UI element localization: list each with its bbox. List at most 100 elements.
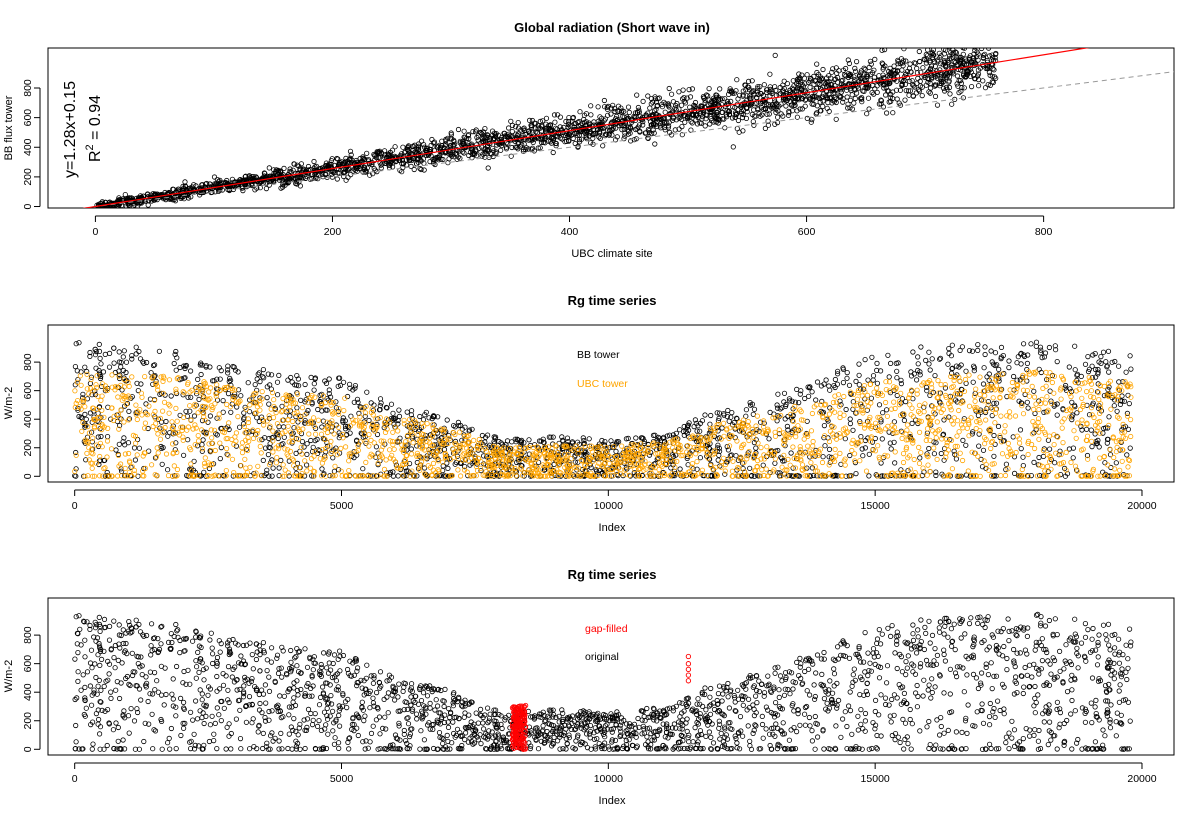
scatter-point xyxy=(337,161,343,167)
scatter-point xyxy=(673,117,680,123)
ubc-tower-point xyxy=(155,450,161,456)
scatter-point xyxy=(912,60,919,66)
scatter-point xyxy=(735,96,741,102)
scatter-point xyxy=(772,52,778,59)
bb-tower-point xyxy=(265,451,271,458)
ubc-tower-point xyxy=(855,390,861,396)
bb-tower-point xyxy=(1126,400,1132,407)
scatter-point xyxy=(692,99,699,106)
scatter-point xyxy=(919,84,925,90)
bb-tower-point xyxy=(390,410,396,416)
scatter-point xyxy=(614,134,620,140)
ubc-tower-point xyxy=(1044,463,1051,469)
ubc-tower-point xyxy=(235,413,241,420)
bb-tower-point xyxy=(785,427,791,433)
bb-tower-point xyxy=(232,367,239,373)
bb-tower-point xyxy=(152,362,158,368)
bb-tower-point xyxy=(677,466,683,472)
scatter-point xyxy=(493,149,499,155)
bb-tower-point xyxy=(1033,343,1039,349)
bb-tower-point xyxy=(755,473,761,479)
bb-tower-point xyxy=(613,448,619,454)
scatter-point xyxy=(621,126,627,132)
bb-tower-point xyxy=(163,418,169,425)
scatter-point xyxy=(764,89,770,96)
scatter-point xyxy=(706,107,713,113)
scatter-point xyxy=(958,58,964,64)
bb-tower-point xyxy=(747,399,753,406)
bb-tower-point xyxy=(834,371,841,377)
bb-tower-point xyxy=(1020,454,1026,460)
bb-tower-point xyxy=(1052,402,1058,408)
bb-tower-point xyxy=(416,427,423,433)
scatter-point xyxy=(182,179,188,185)
bb-tower-point xyxy=(982,351,988,358)
ubc-tower-point xyxy=(992,410,999,416)
scatter-point xyxy=(626,128,632,134)
bb-tower-point xyxy=(1124,410,1131,416)
bb-tower-point xyxy=(774,418,780,424)
bb-tower-point xyxy=(182,363,189,369)
ubc-tower-point xyxy=(1117,467,1123,473)
bb-tower-point xyxy=(172,351,178,357)
bb-tower-point xyxy=(230,393,236,399)
bb-tower-point xyxy=(1063,387,1070,393)
scatter-point xyxy=(389,164,396,170)
bb-tower-point xyxy=(1052,343,1058,349)
bb-tower-point xyxy=(395,417,401,424)
ubc-tower-point xyxy=(414,453,420,459)
scatter-point xyxy=(691,102,697,108)
bb-tower-point xyxy=(294,460,301,466)
panel2-title: Rg time series xyxy=(568,293,657,308)
bb-tower-point xyxy=(869,354,875,360)
scatter-point xyxy=(986,69,993,76)
scatter-point xyxy=(197,192,203,198)
bb-tower-point xyxy=(1082,361,1089,367)
ubc-tower-point xyxy=(214,382,220,388)
bb-tower-point xyxy=(102,351,108,357)
scatter-point xyxy=(490,145,496,151)
scatter-point xyxy=(846,60,853,67)
scatter-point xyxy=(976,48,979,49)
scatter-point xyxy=(325,165,332,171)
bb-tower-point xyxy=(214,432,220,438)
scatter-point xyxy=(409,144,416,150)
bb-tower-point xyxy=(991,473,997,479)
scatter-point xyxy=(934,102,941,108)
bb-tower-point xyxy=(396,407,402,413)
ubc-tower-point xyxy=(389,438,396,445)
scatter-point xyxy=(679,132,685,138)
scatter-point xyxy=(980,52,987,58)
bb-tower-point xyxy=(1109,359,1115,365)
bb-tower-point xyxy=(908,373,915,379)
scatter-point xyxy=(903,58,909,64)
bb-tower-point xyxy=(1086,366,1093,372)
scatter-point xyxy=(818,76,824,82)
scatter-point xyxy=(799,72,805,78)
panel1-plot-frame xyxy=(47,47,1175,209)
scatter-point xyxy=(914,65,920,72)
scatter-point xyxy=(275,168,281,174)
scatter-point xyxy=(705,93,711,99)
scatter-point xyxy=(252,187,258,193)
ubc-tower-point xyxy=(1067,414,1073,420)
scatter-point xyxy=(135,203,141,208)
bb-tower-point xyxy=(550,434,556,440)
bb-tower-point xyxy=(1095,405,1102,411)
bb-tower-point xyxy=(1037,344,1044,350)
scatter-point xyxy=(376,155,383,161)
bb-tower-point xyxy=(860,453,866,459)
bb-tower-point xyxy=(826,383,832,389)
scatter-point xyxy=(767,71,773,77)
bb-tower-point xyxy=(108,416,114,422)
scatter-point xyxy=(927,90,933,96)
bb-tower-point xyxy=(988,405,994,411)
ubc-tower-point xyxy=(804,431,811,437)
r-squared: R2 = 0.94 xyxy=(84,95,104,162)
bb-tower-point xyxy=(1057,448,1063,454)
scatter-point xyxy=(958,60,964,67)
scatter-point xyxy=(142,198,149,204)
bb-tower-point xyxy=(427,453,433,459)
scatter-point xyxy=(989,79,995,85)
scatter-point xyxy=(566,115,572,121)
